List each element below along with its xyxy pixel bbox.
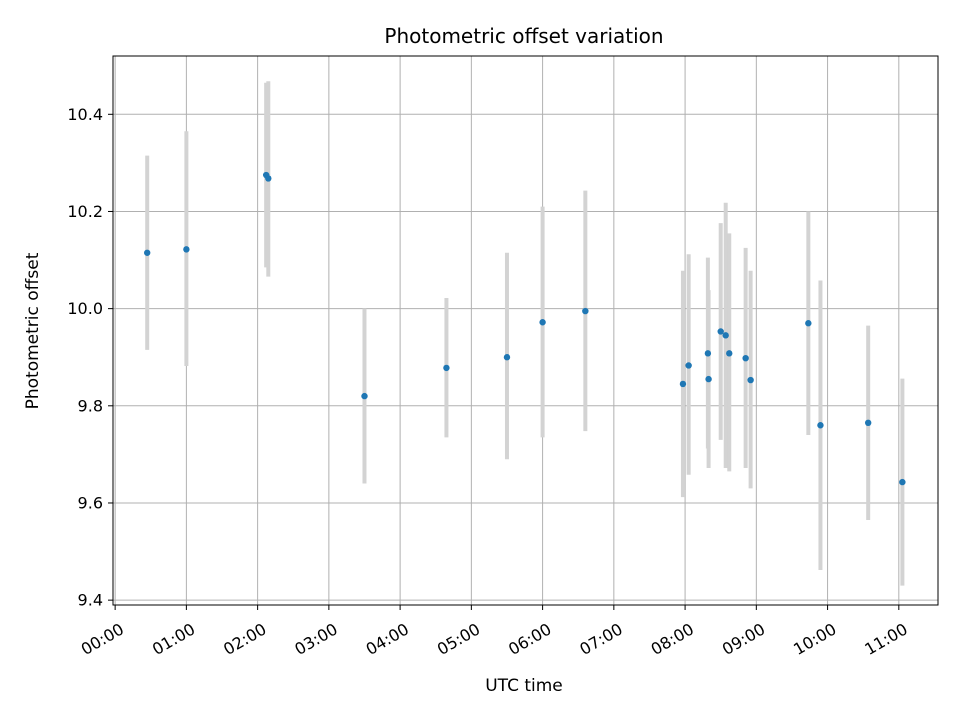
chart-title: Photometric offset variation xyxy=(384,24,663,48)
data-point xyxy=(704,350,712,357)
data-point xyxy=(183,246,190,253)
y-tick-label: 9.4 xyxy=(78,591,103,610)
x-axis-label: UTC time xyxy=(485,676,563,696)
y-tick-label: 9.6 xyxy=(78,493,103,512)
data-point xyxy=(747,376,754,384)
data-point xyxy=(503,354,511,361)
y-axis-label: Photometric offset xyxy=(23,252,43,409)
data-point xyxy=(726,350,733,357)
data-point xyxy=(679,380,687,388)
data-points xyxy=(143,171,906,486)
grid xyxy=(113,56,938,605)
data-point xyxy=(805,320,812,327)
data-point xyxy=(705,375,712,383)
y-tick-label: 10.4 xyxy=(67,105,103,124)
data-point xyxy=(443,364,450,372)
y-tick-label: 10.0 xyxy=(67,299,103,318)
y-tick-label: 10.2 xyxy=(67,202,103,221)
data-point xyxy=(539,319,546,326)
plot-frame xyxy=(112,55,939,606)
data-point xyxy=(685,362,692,369)
data-point xyxy=(361,392,368,400)
data-point xyxy=(582,307,589,315)
data-point xyxy=(864,419,872,427)
data-point xyxy=(265,175,272,182)
y-tick-label: 9.8 xyxy=(78,396,103,415)
data-point xyxy=(899,478,906,486)
data-point xyxy=(742,354,749,362)
y-axis-ticks: 9.4 9.6 9.8 10.0 10.2 10.4 xyxy=(67,105,113,610)
data-point xyxy=(143,249,151,256)
data-point xyxy=(717,328,724,335)
data-point xyxy=(722,332,729,339)
data-point xyxy=(817,422,824,429)
